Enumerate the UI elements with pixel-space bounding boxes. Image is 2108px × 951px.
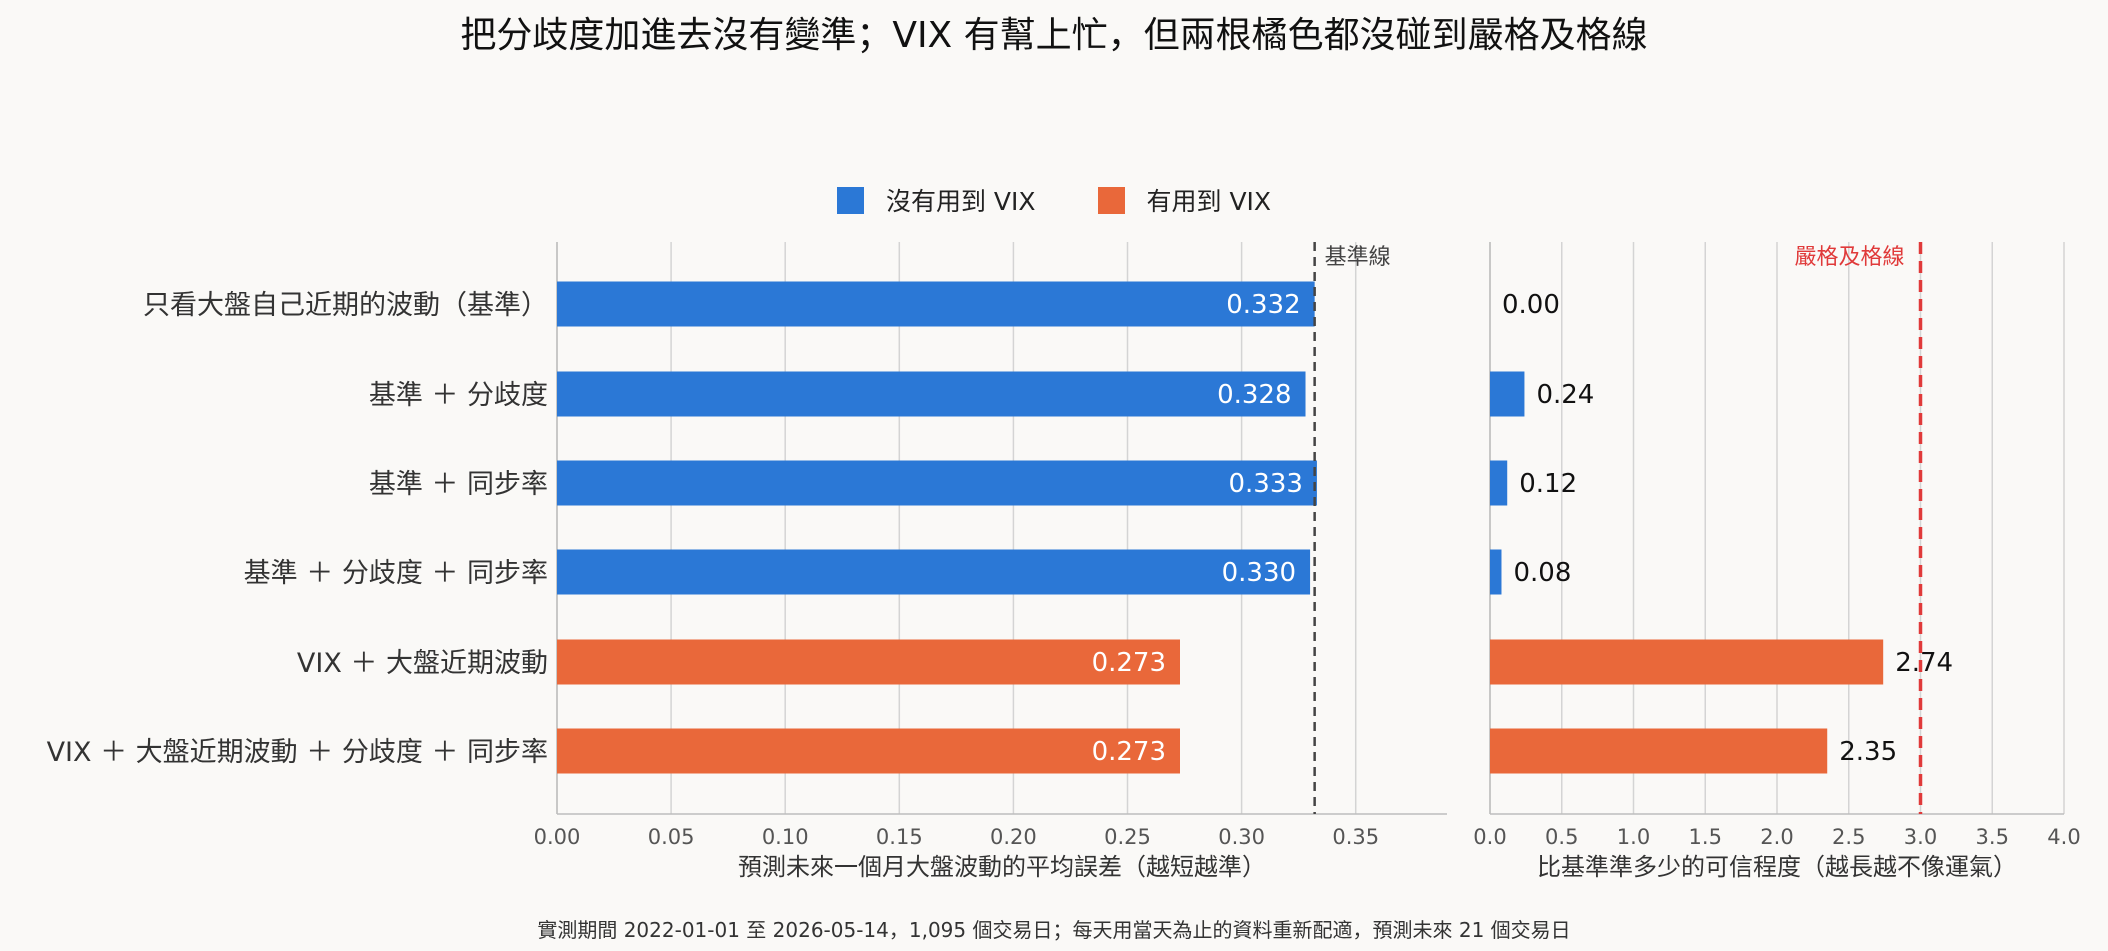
category-label: 基準 ＋ 同步率 (369, 469, 548, 500)
x-tick-label: 3.5 (1976, 825, 2009, 849)
bar (557, 371, 1306, 417)
bar-value-label: 0.332 (1226, 290, 1300, 320)
x-tick-label: 0.00 (534, 825, 581, 849)
x-tick-label: 0.15 (876, 825, 923, 849)
x-tick-label: 1.0 (1617, 825, 1650, 849)
bar (557, 728, 1180, 774)
legend-label-no-vix: 沒有用到 VIX (885, 187, 1036, 216)
legend-swatch-vix (1097, 186, 1125, 214)
bar-value-label: 0.333 (1228, 469, 1302, 499)
x-tick-label: 0.5 (1545, 825, 1578, 849)
bar (557, 281, 1315, 327)
legend-item-no-vix: 沒有用到 VIX (836, 182, 1036, 218)
category-label: 基準 ＋ 分歧度 (369, 380, 548, 411)
x-tick-label: 1.5 (1689, 825, 1722, 849)
reference-line-label: 嚴格及格線 (1794, 245, 1904, 270)
x-tick-label: 0.20 (990, 825, 1037, 849)
x-axis-label: 預測未來一個月大盤波動的平均誤差（越短越準） (738, 853, 1266, 881)
x-tick-label: 3.0 (1904, 825, 1937, 849)
category-label: VIX ＋ 大盤近期波動 ＋ 分歧度 ＋ 同步率 (47, 737, 548, 768)
legend-item-vix: 有用到 VIX (1097, 182, 1272, 218)
x-tick-label: 0.35 (1332, 825, 1379, 849)
bar (1490, 371, 1525, 417)
x-tick-label: 4.0 (2047, 825, 2080, 849)
bar (557, 549, 1311, 595)
category-label: 只看大盤自己近期的波動（基準） (143, 290, 548, 321)
chart-footer: 實測期間 2022-01-01 至 2026-05-14，1,095 個交易日；… (537, 918, 1571, 942)
bar (1490, 728, 1828, 774)
bar-value-label: 0.12 (1519, 469, 1577, 499)
x-axis-label: 比基準準多少的可信程度（越長越不像運氣） (1537, 853, 2017, 881)
x-tick-label: 0.10 (762, 825, 809, 849)
legend: 沒有用到 VIX 有用到 VIX (0, 182, 2108, 218)
bar-value-label: 0.273 (1092, 737, 1166, 767)
x-tick-label: 0.05 (648, 825, 695, 849)
x-tick-label: 0.30 (1218, 825, 1265, 849)
category-label: 基準 ＋ 分歧度 ＋ 同步率 (244, 558, 548, 589)
bar (1490, 460, 1508, 506)
x-tick-label: 0.0 (1473, 825, 1506, 849)
bar-value-label: 2.35 (1839, 737, 1897, 767)
x-tick-label: 0.25 (1104, 825, 1151, 849)
legend-swatch-no-vix (836, 186, 864, 214)
bar-value-label: 0.24 (1536, 380, 1594, 410)
bar-value-label: 0.328 (1217, 380, 1291, 410)
bar-value-label: 0.273 (1092, 648, 1166, 678)
bar-value-label: 2.74 (1895, 648, 1953, 678)
bar (557, 460, 1317, 506)
bar-value-label: 0.00 (1502, 290, 1560, 320)
x-tick-label: 2.0 (1760, 825, 1793, 849)
bar (1490, 549, 1502, 595)
bar (557, 639, 1180, 685)
reference-line-label: 基準線 (1325, 245, 1391, 270)
bar (1490, 639, 1884, 685)
category-label: VIX ＋ 大盤近期波動 (297, 648, 548, 679)
x-tick-label: 2.5 (1832, 825, 1865, 849)
legend-label-vix: 有用到 VIX (1146, 187, 1272, 216)
bar-value-label: 0.08 (1513, 558, 1571, 588)
bar-value-label: 0.330 (1222, 558, 1296, 588)
chart-title: 把分歧度加進去沒有變準；VIX 有幫上忙，但兩根橘色都沒碰到嚴格及格線 (460, 15, 1648, 56)
